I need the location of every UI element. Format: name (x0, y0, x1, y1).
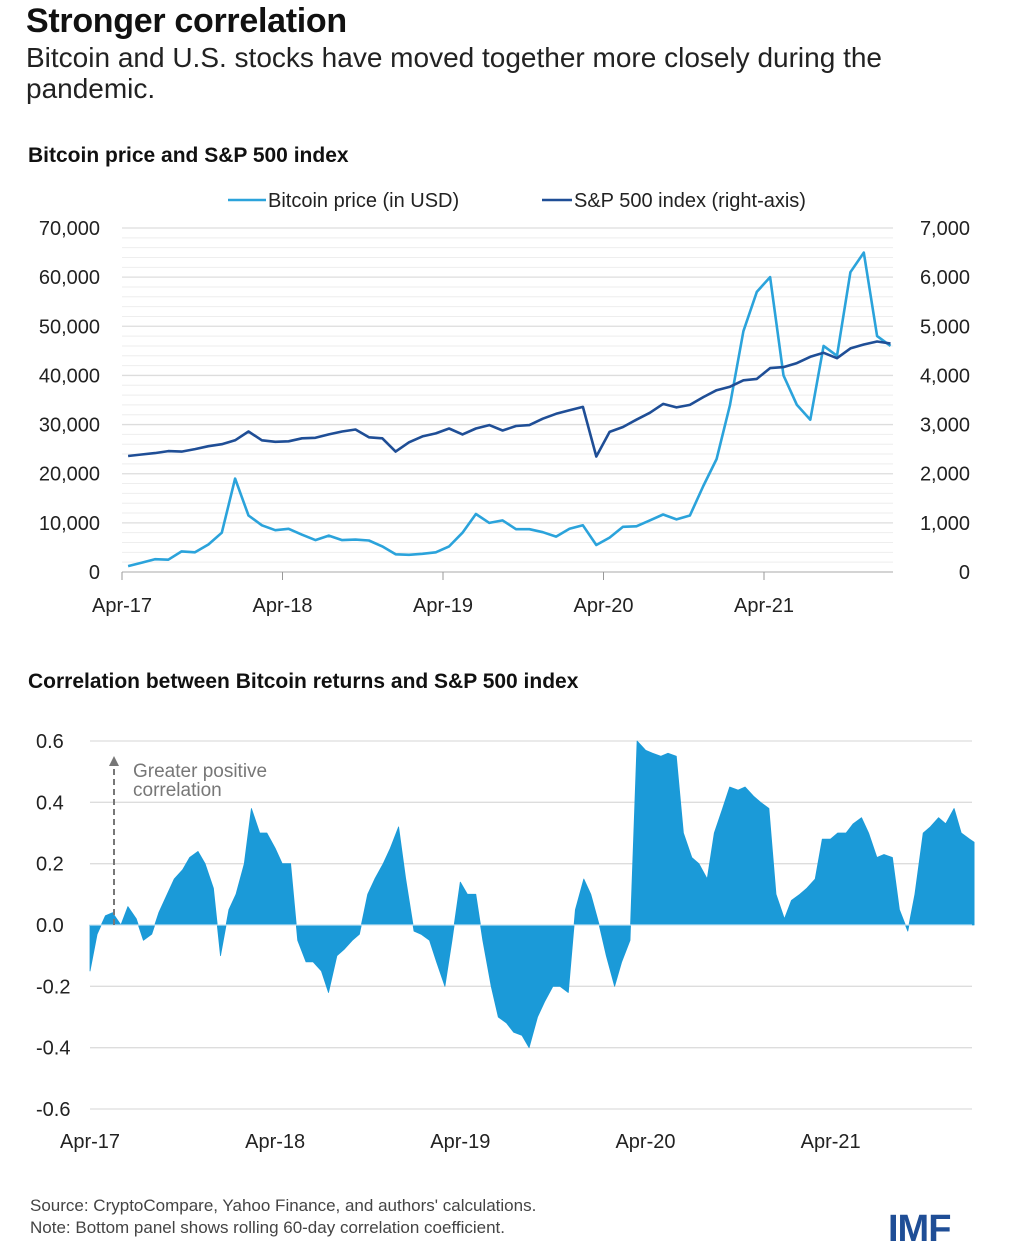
x-tick-label: Apr-19 (430, 1131, 490, 1153)
price-chart: 0 10,000 20,000 30,000 40,000 50,000 60,000 70,… (39, 190, 970, 617)
x-tick-label: Apr-21 (734, 595, 794, 617)
right-y-tick-label: 1,000 (920, 513, 970, 535)
y-tick-label: -0.6 (36, 1099, 70, 1121)
top-panel-title: Bitcoin price and S&P 500 index (28, 144, 349, 167)
bitcoin-price-line (127, 251, 892, 568)
legend-label: S&P 500 index (right-axis) (574, 190, 806, 212)
right-y-tick-label: 6,000 (920, 267, 970, 289)
y-tick-label: -0.2 (36, 976, 70, 998)
right-y-tick-label: 0 (959, 562, 970, 584)
method-note: Note: Bottom panel shows rolling 60-day … (30, 1218, 505, 1237)
y-tick-label: -0.4 (36, 1038, 70, 1060)
y-tick-label: 0.0 (36, 915, 64, 937)
bottom-panel-title: Correlation between Bitcoin returns and … (28, 670, 579, 693)
arrow-up-icon (109, 756, 119, 766)
x-tick-label: Apr-19 (413, 595, 473, 617)
imf-logo: IMF (888, 1208, 951, 1250)
right-y-tick-label: 7,000 (920, 218, 970, 240)
left-y-tick-label: 60,000 (39, 267, 100, 289)
x-tick-label: Apr-20 (573, 595, 633, 617)
x-tick-label: Apr-17 (92, 595, 152, 617)
x-tick-label: Apr-21 (801, 1131, 861, 1153)
x-tick-label: Apr-18 (245, 1131, 305, 1153)
annotation-text: correlation (133, 780, 222, 801)
left-y-tick-label: 30,000 (39, 415, 100, 437)
x-tick-label: Apr-20 (615, 1131, 675, 1153)
right-y-tick-label: 2,000 (920, 464, 970, 486)
left-y-tick-label: 20,000 (39, 464, 100, 486)
y-tick-label: 0.6 (36, 731, 64, 753)
x-tick-label: Apr-18 (252, 595, 312, 617)
right-y-tick-label: 4,000 (920, 365, 970, 387)
correlation-area (89, 740, 975, 1049)
annotation-text: Greater positive (133, 761, 267, 782)
y-tick-label: 0.4 (36, 792, 64, 814)
correlation-chart: 0.6 0.4 0.2 0.0 -0.2 -0.4 -0.6 Apr-17 Apr-18 Apr-… (36, 731, 975, 1153)
left-y-tick-label: 50,000 (39, 316, 100, 338)
right-y-tick-label: 3,000 (920, 415, 970, 437)
sp500-index-line (127, 340, 891, 458)
chart-subtitle: Bitcoin and U.S. stocks have moved toget… (26, 42, 882, 104)
left-y-tick-label: 70,000 (39, 218, 100, 240)
left-y-tick-label: 10,000 (39, 513, 100, 535)
left-y-tick-label: 40,000 (39, 365, 100, 387)
chart-title: Stronger correlation (26, 2, 347, 40)
left-y-tick-label: 0 (89, 562, 100, 584)
right-y-tick-label: 5,000 (920, 316, 970, 338)
source-note: Source: CryptoCompare, Yahoo Finance, an… (30, 1196, 537, 1215)
y-tick-label: 0.2 (36, 854, 64, 876)
x-tick-label: Apr-17 (60, 1131, 120, 1153)
legend-label: Bitcoin price (in USD) (268, 190, 459, 212)
